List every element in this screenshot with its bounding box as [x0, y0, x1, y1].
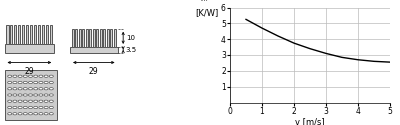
Bar — [46, 25, 48, 44]
Circle shape — [23, 88, 27, 90]
Circle shape — [8, 113, 12, 115]
Circle shape — [18, 113, 22, 115]
Circle shape — [8, 88, 12, 90]
Bar — [72, 29, 74, 47]
Circle shape — [13, 94, 17, 96]
Circle shape — [8, 81, 12, 84]
Circle shape — [23, 75, 27, 77]
Circle shape — [23, 113, 27, 115]
Circle shape — [23, 100, 27, 102]
Circle shape — [18, 75, 22, 77]
Circle shape — [34, 75, 38, 77]
Bar — [93, 29, 95, 47]
Circle shape — [34, 113, 38, 115]
X-axis label: v [m/s]: v [m/s] — [295, 117, 325, 125]
Circle shape — [8, 106, 12, 109]
Circle shape — [44, 100, 48, 102]
Bar — [110, 29, 112, 47]
Bar — [4, 44, 54, 52]
Circle shape — [13, 106, 17, 109]
Bar — [18, 25, 20, 44]
Circle shape — [18, 106, 22, 109]
Text: [K/W]: [K/W] — [195, 8, 218, 17]
Bar — [107, 29, 109, 47]
Bar — [26, 25, 28, 44]
Bar — [79, 29, 81, 47]
Bar — [6, 25, 8, 44]
Circle shape — [39, 94, 43, 96]
Bar — [114, 29, 116, 47]
Circle shape — [34, 100, 38, 102]
Circle shape — [39, 88, 43, 90]
Text: 3.5: 3.5 — [126, 47, 137, 53]
Circle shape — [39, 113, 43, 115]
Circle shape — [13, 88, 17, 90]
Bar — [100, 29, 102, 47]
Bar — [30, 25, 32, 44]
Circle shape — [28, 75, 32, 77]
Circle shape — [39, 81, 43, 84]
Circle shape — [28, 94, 32, 96]
Circle shape — [44, 75, 48, 77]
Bar — [14, 25, 16, 44]
Circle shape — [49, 81, 53, 84]
Circle shape — [39, 75, 43, 77]
Bar — [75, 29, 77, 47]
Circle shape — [23, 81, 27, 84]
Circle shape — [49, 94, 53, 96]
Circle shape — [28, 100, 32, 102]
Circle shape — [34, 81, 38, 84]
Circle shape — [34, 88, 38, 90]
Text: 29: 29 — [89, 68, 99, 76]
Bar — [4, 70, 56, 120]
Text: R$_{th}$: R$_{th}$ — [195, 0, 208, 4]
Circle shape — [13, 75, 17, 77]
Bar — [89, 29, 91, 47]
Circle shape — [8, 75, 12, 77]
Circle shape — [8, 94, 12, 96]
Circle shape — [28, 106, 32, 109]
Circle shape — [39, 106, 43, 109]
Circle shape — [34, 106, 38, 109]
Bar — [70, 47, 118, 52]
Circle shape — [34, 94, 38, 96]
Bar — [34, 25, 36, 44]
Circle shape — [18, 100, 22, 102]
Text: 10: 10 — [126, 35, 135, 41]
Bar — [82, 29, 84, 47]
Circle shape — [13, 100, 17, 102]
Circle shape — [44, 94, 48, 96]
Circle shape — [23, 94, 27, 96]
Bar — [10, 25, 12, 44]
Circle shape — [49, 88, 53, 90]
Text: 29: 29 — [24, 68, 34, 76]
Circle shape — [44, 81, 48, 84]
Bar — [22, 25, 24, 44]
Circle shape — [23, 106, 27, 109]
Circle shape — [18, 81, 22, 84]
Circle shape — [13, 113, 17, 115]
Circle shape — [13, 81, 17, 84]
Bar — [38, 25, 40, 44]
Circle shape — [49, 106, 53, 109]
Circle shape — [49, 100, 53, 102]
Circle shape — [28, 88, 32, 90]
Circle shape — [8, 100, 12, 102]
Circle shape — [28, 81, 32, 84]
Bar — [42, 25, 44, 44]
Bar — [104, 29, 105, 47]
Circle shape — [28, 113, 32, 115]
Circle shape — [18, 94, 22, 96]
Circle shape — [39, 100, 43, 102]
Bar — [96, 29, 98, 47]
Bar — [50, 25, 52, 44]
Circle shape — [44, 88, 48, 90]
Circle shape — [49, 113, 53, 115]
Circle shape — [44, 113, 48, 115]
Circle shape — [18, 88, 22, 90]
Circle shape — [44, 106, 48, 109]
Circle shape — [49, 75, 53, 77]
Bar — [86, 29, 88, 47]
